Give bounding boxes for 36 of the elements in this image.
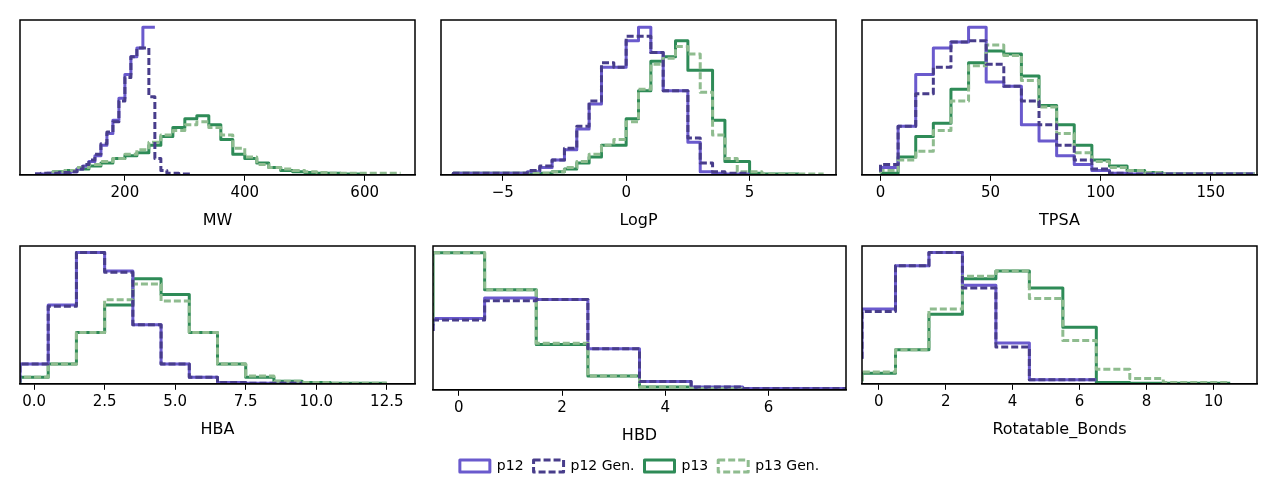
- x-tick-label: 200: [110, 182, 140, 201]
- x-tick-label: 0.0: [22, 391, 47, 410]
- x-tick-label: 0: [454, 397, 464, 416]
- x-axis-title: HBA: [200, 418, 235, 438]
- x-tick-label: 5: [744, 182, 755, 201]
- x-tick-label: 5.0: [163, 391, 188, 410]
- x-tick-label: 100: [1086, 182, 1115, 201]
- x-tick-label: 12.5: [370, 391, 404, 410]
- x-tick-label: 6: [1074, 391, 1085, 410]
- x-tick-label: 2: [557, 397, 567, 416]
- legend-label: p12 Gen.: [570, 456, 635, 473]
- x-tick-label: 2: [940, 391, 951, 410]
- x-tick-label: 2.5: [92, 391, 117, 410]
- legend-label: p13 Gen.: [755, 456, 820, 473]
- x-tick-label: 7.5: [233, 391, 258, 410]
- x-tick-label: 6: [763, 397, 774, 416]
- x-tick-label: 0: [875, 182, 886, 201]
- x-axis-title: TPSA: [1038, 209, 1080, 229]
- x-tick-label: 10: [1203, 391, 1224, 410]
- x-tick-label: −5: [491, 182, 514, 201]
- x-axis-title: MW: [202, 209, 233, 229]
- x-tick-label: 50: [981, 182, 1001, 201]
- legend-label: p13: [681, 456, 709, 473]
- x-tick-label: 600: [350, 182, 379, 201]
- x-axis-title: Rotatable_Bonds: [992, 418, 1127, 439]
- x-tick-label: 4: [660, 397, 671, 416]
- x-tick-label: 10.0: [299, 391, 333, 410]
- x-tick-label: 0: [873, 391, 884, 410]
- x-tick-label: 400: [230, 182, 260, 201]
- x-axis-title: HBD: [621, 424, 658, 444]
- x-axis-title: LogP: [619, 209, 658, 229]
- x-tick-label: 8: [1141, 391, 1152, 410]
- legend-label: p12: [496, 456, 524, 473]
- x-tick-label: 150: [1196, 182, 1226, 201]
- x-tick-label: 0: [621, 182, 631, 201]
- x-tick-label: 4: [1007, 391, 1018, 410]
